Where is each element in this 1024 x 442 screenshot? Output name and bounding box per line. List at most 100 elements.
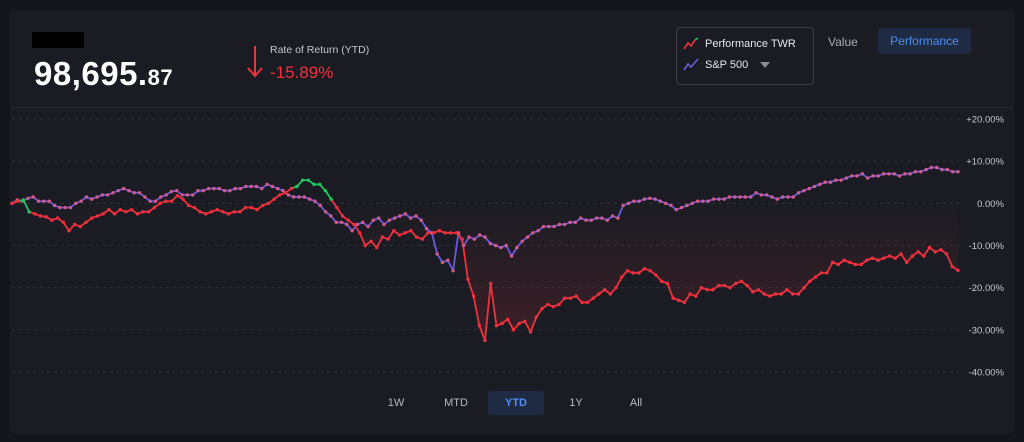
performance-point [910, 254, 915, 258]
range-mtd-button[interactable]: MTD [444, 397, 468, 409]
benchmark-point [196, 188, 200, 193]
performance-point [471, 294, 476, 298]
performance-point [335, 205, 339, 210]
performance-area [12, 203, 958, 341]
benchmark-point [626, 201, 631, 206]
performance-point [221, 210, 225, 214]
performance-point [135, 212, 140, 216]
performance-line-segment [375, 236, 384, 249]
benchmark-point [552, 224, 556, 229]
performance-point [249, 205, 254, 210]
performance-point [352, 222, 356, 227]
y-tick-label: -10.00% [969, 241, 1005, 252]
benchmark-point [812, 184, 817, 189]
benchmark-point [350, 229, 354, 233]
performance-point [318, 182, 322, 187]
performance-point [802, 285, 806, 290]
benchmark-point [435, 252, 439, 256]
performance-point [449, 231, 453, 235]
benchmark-point [377, 216, 381, 220]
benchmark-point [419, 218, 423, 222]
benchmark-point [642, 197, 647, 201]
benchmark-point [159, 195, 163, 199]
range-ytd-button[interactable]: YTD [488, 391, 544, 415]
performance-point [631, 271, 635, 275]
benchmark-point [605, 218, 609, 222]
performance-point [283, 191, 288, 195]
benchmark-point [504, 243, 508, 248]
benchmark-point [265, 182, 269, 187]
range-1y-button[interactable]: 1Y [569, 397, 583, 409]
benchmark-point [594, 216, 599, 220]
benchmark-point [366, 224, 370, 229]
performance-point [722, 283, 727, 288]
performance-point [688, 292, 692, 296]
range-all-button[interactable]: All [629, 397, 643, 409]
benchmark-point [249, 184, 253, 189]
performance-point [38, 214, 43, 218]
benchmark-point [143, 195, 147, 199]
performance-point [836, 262, 841, 267]
benchmark-point [520, 239, 524, 243]
performance-point [853, 262, 858, 267]
benchmark-point [68, 205, 73, 210]
performance-point [637, 271, 641, 275]
performance-point [272, 197, 276, 201]
benchmark-point [175, 188, 179, 193]
benchmark-point [323, 210, 328, 214]
performance-point [158, 201, 162, 206]
benchmark-point [695, 199, 700, 203]
performance-point [665, 281, 670, 286]
view-value-button[interactable]: Value [828, 35, 858, 49]
benchmark-line-segment [505, 244, 513, 257]
performance-point [55, 216, 60, 220]
performance-point [243, 205, 248, 210]
benchmark-point [669, 203, 673, 208]
performance-point [67, 229, 71, 233]
performance-point [671, 296, 675, 300]
benchmark-point [228, 188, 232, 193]
benchmark-point [653, 197, 657, 201]
performance-point [340, 214, 345, 218]
legend-item-performance: Performance TWR [683, 37, 796, 51]
benchmark-dropdown-icon[interactable] [760, 62, 771, 68]
benchmark-point [706, 199, 710, 203]
benchmark-point [499, 245, 503, 250]
performance-point [84, 220, 88, 225]
benchmark-point [515, 245, 519, 250]
performance-point [494, 323, 499, 328]
performance-point [10, 201, 14, 206]
performance-point [369, 239, 373, 243]
view-performance-button[interactable]: Performance [878, 28, 971, 54]
benchmark-point [802, 188, 806, 193]
benchmark-point [903, 172, 907, 176]
performance-point [808, 279, 812, 284]
benchmark-point [956, 170, 960, 174]
benchmark-point [148, 199, 152, 203]
performance-point [893, 256, 898, 260]
performance-point [950, 264, 955, 269]
performance-point [716, 283, 721, 288]
benchmark-point [616, 216, 620, 220]
benchmark-point [637, 199, 641, 203]
performance-point [261, 203, 265, 208]
performance-point [517, 321, 521, 326]
performance-point [882, 256, 886, 260]
benchmark-point [578, 216, 583, 220]
performance-point [15, 199, 20, 203]
benchmark-point [775, 197, 780, 201]
performance-point [887, 254, 892, 258]
benchmark-point [472, 237, 477, 241]
performance-point [323, 188, 328, 193]
performance-point [129, 207, 134, 212]
performance-point [585, 300, 590, 305]
performance-line-segment [22, 199, 30, 213]
range-1w-button[interactable]: 1W [387, 397, 405, 409]
performance-point [477, 323, 482, 328]
y-tick-label: 0.00% [977, 199, 1004, 210]
performance-line-segment [529, 316, 538, 333]
performance-point [204, 212, 208, 216]
performance-point [209, 210, 214, 214]
y-tick-label: -40.00% [969, 368, 1005, 379]
legend-item-benchmark[interactable]: S&P 500 [683, 58, 771, 72]
